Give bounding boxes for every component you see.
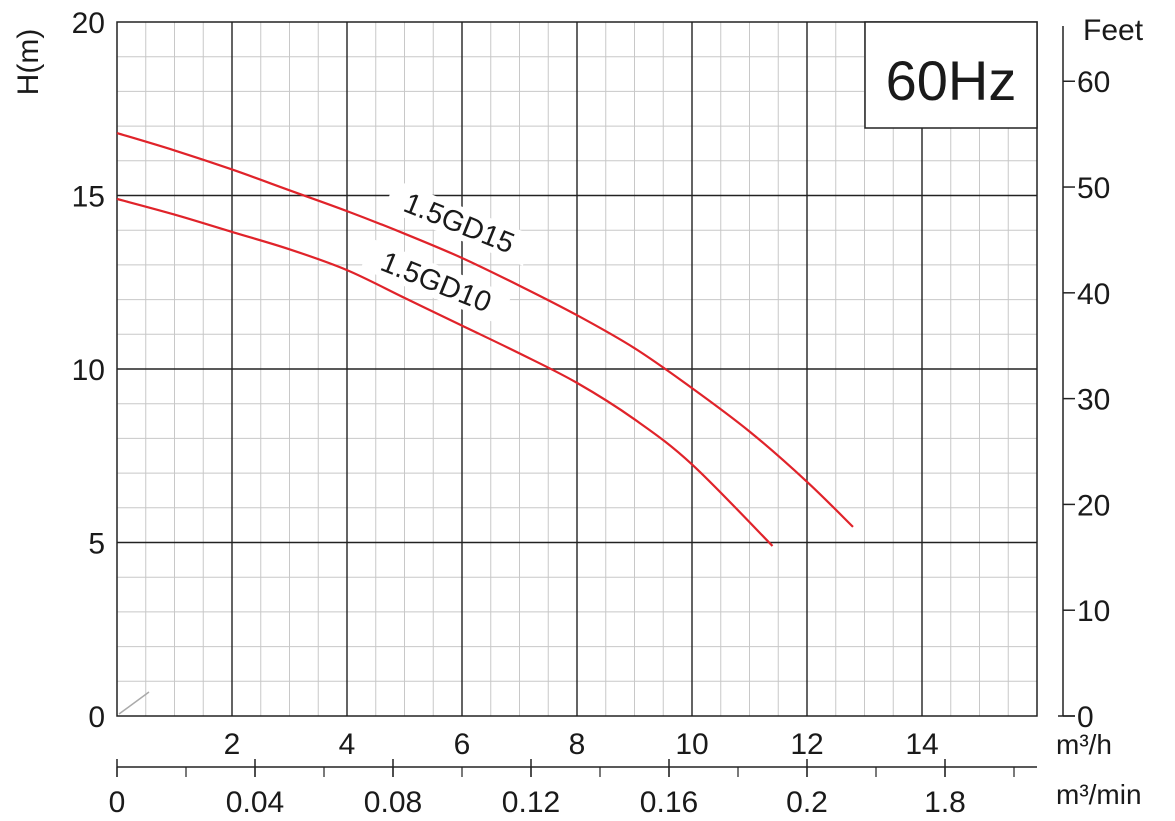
feet-tick-label: 60 — [1077, 66, 1110, 99]
feet-axis: 0 10 20 30 40 50 60 — [1058, 26, 1110, 734]
feet-tick-label: 20 — [1077, 489, 1110, 522]
feet-tick-label: 50 — [1077, 172, 1110, 205]
min-tick-label: 0 — [109, 786, 126, 819]
x-axis-label-flow-min: m³/min — [1056, 779, 1142, 810]
min-tick-label: 0.04 — [226, 786, 284, 819]
x-tick-label: 8 — [569, 728, 586, 761]
min-tick-label: 0.08 — [364, 786, 422, 819]
min-tick-label: 0.16 — [640, 786, 698, 819]
series-line-1.5GD15 — [116, 131, 854, 528]
feet-tick-label: 30 — [1077, 384, 1110, 417]
min-tick-label: 0.2 — [786, 786, 828, 819]
x-tick-label: 2 — [224, 728, 241, 761]
x-tick-label: 12 — [790, 728, 823, 761]
y-tick-label: 20 — [72, 7, 105, 40]
x-tick-label: 6 — [454, 728, 471, 761]
x-tick-label: 10 — [675, 728, 708, 761]
y-tick-label: 0 — [88, 701, 105, 734]
series-label-bg — [383, 179, 535, 266]
series-label: 1.5GD10 — [376, 246, 496, 319]
series-label: 1.5GD15 — [399, 187, 519, 260]
y-tick-label: 10 — [72, 354, 105, 387]
feet-tick-label: 10 — [1077, 595, 1110, 628]
y-tick-label: 15 — [72, 181, 105, 214]
y-axis-label: H(m) — [12, 29, 45, 96]
badge-text: 60Hz — [886, 49, 1017, 112]
series-label-bg — [360, 238, 512, 325]
plot-frame — [116, 21, 1038, 717]
x-tick-label: 14 — [905, 728, 938, 761]
right-axis-label: Feet — [1083, 14, 1144, 47]
x-ticks: 2 4 6 8 10 12 14 — [224, 728, 939, 761]
origin-mark — [118, 691, 150, 715]
feet-tick-label: 40 — [1077, 278, 1110, 311]
min-axis: 0 0.04 0.08 0.12 0.16 0.2 1.8 — [109, 759, 1037, 819]
series-line-1.5GD10 — [116, 197, 774, 547]
y-ticks: 0 5 10 15 20 — [72, 7, 105, 734]
feet-tick-label: 0 — [1077, 701, 1094, 734]
y-tick-label: 5 — [88, 528, 105, 561]
min-tick-label: 1.8 — [924, 786, 966, 819]
badge-box — [864, 21, 1038, 129]
major-grid — [117, 22, 1037, 716]
x-tick-label: 4 — [339, 728, 356, 761]
frequency-badge: 60Hz — [864, 21, 1038, 129]
min-tick-label: 0.12 — [502, 786, 560, 819]
x-axis-label-flow-h: m³/h — [1056, 729, 1112, 760]
